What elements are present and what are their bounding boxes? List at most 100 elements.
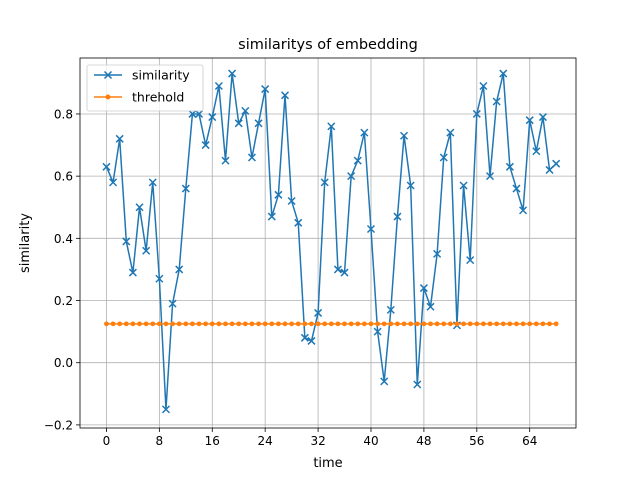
data-point-similarity	[300, 333, 309, 342]
data-point-similarity	[102, 162, 111, 171]
y-tick-label: 0.6	[54, 170, 73, 184]
data-point-threhold	[183, 321, 189, 327]
data-point-threhold	[527, 321, 533, 327]
data-point-similarity	[201, 141, 210, 150]
data-point-similarity	[393, 212, 402, 221]
data-point-threhold	[156, 321, 162, 327]
data-point-threhold	[414, 321, 420, 327]
data-point-similarity	[545, 165, 554, 174]
data-point-similarity	[274, 190, 283, 199]
x-tick-label: 56	[469, 434, 484, 448]
data-point-similarity	[280, 91, 290, 100]
x-tick-label: 24	[258, 434, 273, 448]
axis-ticks: 0 8 16 24 32 40 48 56 64 −0.2 0.0 0.2 0.4 0.6 0.8	[44, 107, 537, 448]
data-point-threhold	[421, 321, 427, 327]
legend-threhold-marker	[105, 94, 111, 100]
data-point-threhold	[553, 321, 559, 327]
data-point-threhold	[223, 321, 228, 327]
data-point-threhold	[547, 321, 552, 327]
data-point-similarity	[261, 85, 270, 94]
data-point-similarity	[214, 81, 223, 91]
x-tick-label: 0	[103, 434, 111, 448]
data-point-similarity	[320, 178, 329, 187]
data-point-similarity	[109, 178, 118, 187]
data-point-similarity	[148, 178, 157, 187]
data-point-similarity	[347, 172, 356, 181]
data-point-similarity	[525, 116, 534, 125]
data-point-threhold	[282, 321, 288, 327]
data-point-threhold	[150, 321, 156, 327]
data-point-similarity	[459, 181, 468, 190]
data-point-similarity	[419, 284, 428, 293]
x-tick-label: 64	[522, 434, 537, 448]
data-point-threhold	[143, 321, 149, 327]
x-tick-label: 32	[310, 434, 325, 448]
data-point-similarity	[413, 380, 422, 389]
data-point-threhold	[368, 321, 374, 327]
data-point-threhold	[289, 321, 295, 327]
data-point-similarity	[353, 156, 362, 165]
data-point-threhold	[533, 321, 539, 327]
legend: similarity threhold	[86, 64, 204, 112]
data-point-similarity	[267, 212, 276, 221]
data-point-threhold	[137, 321, 142, 327]
x-axis-label: time	[313, 456, 342, 471]
data-point-threhold	[104, 321, 109, 327]
data-point-threhold	[408, 321, 414, 327]
data-point-threhold	[130, 321, 136, 327]
y-tick-label: −0.2	[44, 418, 73, 432]
data-point-similarity	[195, 109, 204, 118]
data-point-threhold	[474, 321, 480, 327]
data-point-threhold	[249, 321, 255, 327]
data-point-similarity	[294, 218, 303, 227]
data-point-threhold	[295, 321, 301, 327]
data-point-threhold	[461, 321, 466, 327]
data-point-threhold	[242, 321, 248, 327]
data-point-threhold	[434, 321, 440, 327]
data-point-threhold	[190, 321, 195, 327]
data-point-threhold	[447, 321, 453, 327]
data-point-threhold	[229, 321, 235, 327]
data-point-threhold	[170, 321, 175, 327]
data-point-similarity	[175, 265, 184, 274]
data-point-threhold	[507, 321, 513, 327]
data-point-threhold	[361, 321, 367, 327]
data-point-similarity	[472, 109, 481, 118]
data-point-similarity	[228, 69, 237, 78]
data-point-threhold	[176, 321, 182, 327]
data-point-threhold	[520, 321, 526, 327]
data-point-threhold	[348, 321, 354, 327]
data-point-threhold	[328, 321, 334, 327]
data-point-threhold	[315, 321, 321, 327]
data-point-threhold	[262, 321, 268, 327]
data-point-threhold	[514, 321, 519, 327]
data-point-similarity	[446, 128, 455, 137]
x-tick-label: 16	[205, 434, 220, 448]
data-point-threhold	[302, 321, 308, 327]
data-point-threhold	[500, 321, 506, 327]
data-point-threhold	[342, 321, 347, 327]
data-point-similarity	[241, 106, 250, 115]
data-point-threhold	[395, 321, 400, 327]
data-point-similarity	[333, 265, 342, 274]
data-point-similarity	[247, 153, 256, 162]
data-point-threhold	[236, 321, 242, 327]
x-tick-label: 40	[363, 434, 378, 448]
data-point-similarity	[505, 162, 514, 171]
legend-box	[86, 64, 204, 112]
data-point-threhold	[276, 321, 281, 327]
data-point-similarity	[499, 69, 508, 78]
data-point-similarity	[406, 181, 415, 190]
data-point-similarity	[181, 184, 190, 193]
data-point-threhold	[481, 321, 486, 327]
data-point-similarity	[380, 377, 389, 386]
data-point-similarity	[314, 308, 323, 317]
data-point-similarity	[485, 172, 495, 181]
y-axis-label: similarity	[18, 213, 33, 273]
data-point-similarity	[327, 122, 336, 131]
legend-similarity-label: similarity	[132, 68, 190, 83]
data-point-threhold	[428, 321, 433, 327]
data-point-similarity	[234, 119, 243, 128]
data-point-threhold	[309, 321, 314, 327]
data-point-similarity	[519, 206, 528, 215]
